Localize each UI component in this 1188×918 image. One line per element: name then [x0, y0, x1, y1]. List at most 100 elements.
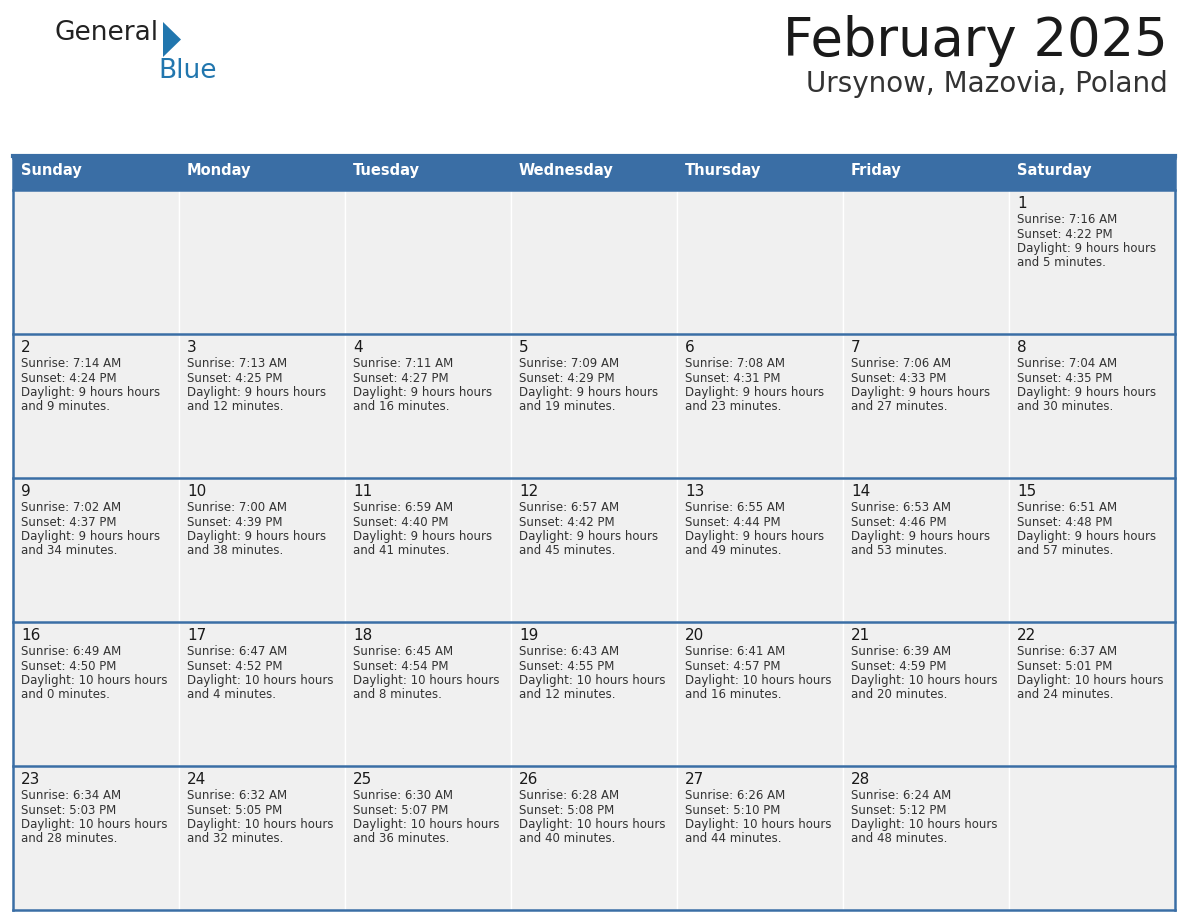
Text: and 12 minutes.: and 12 minutes. [519, 688, 615, 701]
Bar [1009, 334, 1175, 478]
Text: Monday: Monday [187, 162, 252, 178]
Text: and 38 minutes.: and 38 minutes. [187, 544, 283, 557]
Bar [179, 622, 345, 766]
Text: and 41 minutes.: and 41 minutes. [353, 544, 449, 557]
Text: Sunrise: 6:28 AM: Sunrise: 6:28 AM [519, 789, 619, 802]
Text: Sunrise: 6:34 AM: Sunrise: 6:34 AM [21, 789, 121, 802]
Text: and 8 minutes.: and 8 minutes. [353, 688, 442, 701]
Text: Daylight: 10 hours hours: Daylight: 10 hours hours [353, 818, 499, 831]
Bar [179, 478, 345, 622]
Bar [179, 766, 345, 910]
Text: Daylight: 9 hours hours: Daylight: 9 hours hours [187, 386, 327, 399]
Text: Sunrise: 7:08 AM: Sunrise: 7:08 AM [685, 357, 785, 370]
Text: Sunset: 4:42 PM: Sunset: 4:42 PM [519, 516, 614, 529]
Text: Daylight: 10 hours hours: Daylight: 10 hours hours [1017, 674, 1163, 687]
Text: and 44 minutes.: and 44 minutes. [685, 833, 782, 845]
Text: Daylight: 9 hours hours: Daylight: 9 hours hours [21, 386, 160, 399]
Text: 21: 21 [851, 628, 871, 643]
Text: and 34 minutes.: and 34 minutes. [21, 544, 118, 557]
Text: Sunrise: 6:37 AM: Sunrise: 6:37 AM [1017, 645, 1117, 658]
Text: Sunrise: 6:32 AM: Sunrise: 6:32 AM [187, 789, 287, 802]
Text: Thursday: Thursday [685, 162, 762, 178]
Bar [13, 190, 179, 334]
Text: Tuesday: Tuesday [353, 162, 421, 178]
Text: Daylight: 9 hours hours: Daylight: 9 hours hours [685, 386, 824, 399]
Text: 25: 25 [353, 772, 372, 787]
Text: 27: 27 [685, 772, 704, 787]
Bar [13, 766, 179, 910]
Bar [843, 334, 1009, 478]
Text: and 5 minutes.: and 5 minutes. [1017, 256, 1106, 270]
Bar [179, 334, 345, 478]
Text: 8: 8 [1017, 340, 1026, 355]
Bar [1009, 622, 1175, 766]
Text: 9: 9 [21, 484, 31, 499]
Text: and 30 minutes.: and 30 minutes. [1017, 400, 1113, 413]
Text: 17: 17 [187, 628, 207, 643]
Bar [511, 766, 677, 910]
Text: Sunrise: 6:24 AM: Sunrise: 6:24 AM [851, 789, 952, 802]
Bar [13, 334, 179, 478]
Text: 22: 22 [1017, 628, 1036, 643]
Text: Daylight: 9 hours hours: Daylight: 9 hours hours [851, 386, 990, 399]
Text: Sunset: 4:54 PM: Sunset: 4:54 PM [353, 659, 449, 673]
Text: Sunset: 4:44 PM: Sunset: 4:44 PM [685, 516, 781, 529]
Text: Sunrise: 6:49 AM: Sunrise: 6:49 AM [21, 645, 121, 658]
Text: and 27 minutes.: and 27 minutes. [851, 400, 948, 413]
Bar [13, 158, 1175, 190]
Text: Sunrise: 6:26 AM: Sunrise: 6:26 AM [685, 789, 785, 802]
Text: 10: 10 [187, 484, 207, 499]
Text: 7: 7 [851, 340, 860, 355]
Text: Sunrise: 7:00 AM: Sunrise: 7:00 AM [187, 501, 287, 514]
Text: Daylight: 9 hours hours: Daylight: 9 hours hours [353, 530, 492, 543]
Text: and 16 minutes.: and 16 minutes. [685, 688, 782, 701]
Text: Sunset: 4:57 PM: Sunset: 4:57 PM [685, 659, 781, 673]
Text: Daylight: 10 hours hours: Daylight: 10 hours hours [21, 818, 168, 831]
Text: Sunrise: 7:16 AM: Sunrise: 7:16 AM [1017, 213, 1117, 226]
Text: Daylight: 10 hours hours: Daylight: 10 hours hours [519, 818, 665, 831]
Text: 20: 20 [685, 628, 704, 643]
Text: Sunset: 4:50 PM: Sunset: 4:50 PM [21, 659, 116, 673]
Bar [677, 622, 843, 766]
Text: and 40 minutes.: and 40 minutes. [519, 833, 615, 845]
Text: Sunrise: 7:14 AM: Sunrise: 7:14 AM [21, 357, 121, 370]
Text: Sunrise: 7:13 AM: Sunrise: 7:13 AM [187, 357, 287, 370]
Text: Daylight: 10 hours hours: Daylight: 10 hours hours [685, 818, 832, 831]
Text: Sunset: 5:01 PM: Sunset: 5:01 PM [1017, 659, 1112, 673]
Text: 23: 23 [21, 772, 40, 787]
Text: Daylight: 10 hours hours: Daylight: 10 hours hours [187, 818, 334, 831]
Text: Sunset: 4:39 PM: Sunset: 4:39 PM [187, 516, 283, 529]
Text: 19: 19 [519, 628, 538, 643]
Text: Sunrise: 6:57 AM: Sunrise: 6:57 AM [519, 501, 619, 514]
Bar [13, 622, 179, 766]
Bar [1009, 190, 1175, 334]
Text: Daylight: 9 hours hours: Daylight: 9 hours hours [187, 530, 327, 543]
Text: 14: 14 [851, 484, 871, 499]
Text: Sunset: 4:59 PM: Sunset: 4:59 PM [851, 659, 947, 673]
Text: Daylight: 9 hours hours: Daylight: 9 hours hours [519, 386, 658, 399]
Text: Sunrise: 6:51 AM: Sunrise: 6:51 AM [1017, 501, 1117, 514]
Text: Wednesday: Wednesday [519, 162, 614, 178]
Text: Sunset: 4:37 PM: Sunset: 4:37 PM [21, 516, 116, 529]
Text: and 20 minutes.: and 20 minutes. [851, 688, 947, 701]
Text: and 9 minutes.: and 9 minutes. [21, 400, 110, 413]
Text: Sunset: 5:08 PM: Sunset: 5:08 PM [519, 803, 614, 816]
Text: 2: 2 [21, 340, 31, 355]
Text: Sunset: 5:12 PM: Sunset: 5:12 PM [851, 803, 947, 816]
Bar [677, 334, 843, 478]
Text: 13: 13 [685, 484, 704, 499]
Text: and 28 minutes.: and 28 minutes. [21, 833, 118, 845]
Text: Daylight: 10 hours hours: Daylight: 10 hours hours [851, 674, 998, 687]
Text: Blue: Blue [158, 58, 216, 84]
Text: Sunrise: 6:59 AM: Sunrise: 6:59 AM [353, 501, 453, 514]
Text: 12: 12 [519, 484, 538, 499]
Text: Daylight: 10 hours hours: Daylight: 10 hours hours [519, 674, 665, 687]
Text: Sunset: 4:46 PM: Sunset: 4:46 PM [851, 516, 947, 529]
Bar [1009, 766, 1175, 910]
Text: and 45 minutes.: and 45 minutes. [519, 544, 615, 557]
Text: Sunrise: 7:06 AM: Sunrise: 7:06 AM [851, 357, 952, 370]
Text: Sunrise: 7:02 AM: Sunrise: 7:02 AM [21, 501, 121, 514]
Text: Daylight: 9 hours hours: Daylight: 9 hours hours [685, 530, 824, 543]
Text: Sunrise: 7:11 AM: Sunrise: 7:11 AM [353, 357, 454, 370]
Bar [511, 478, 677, 622]
